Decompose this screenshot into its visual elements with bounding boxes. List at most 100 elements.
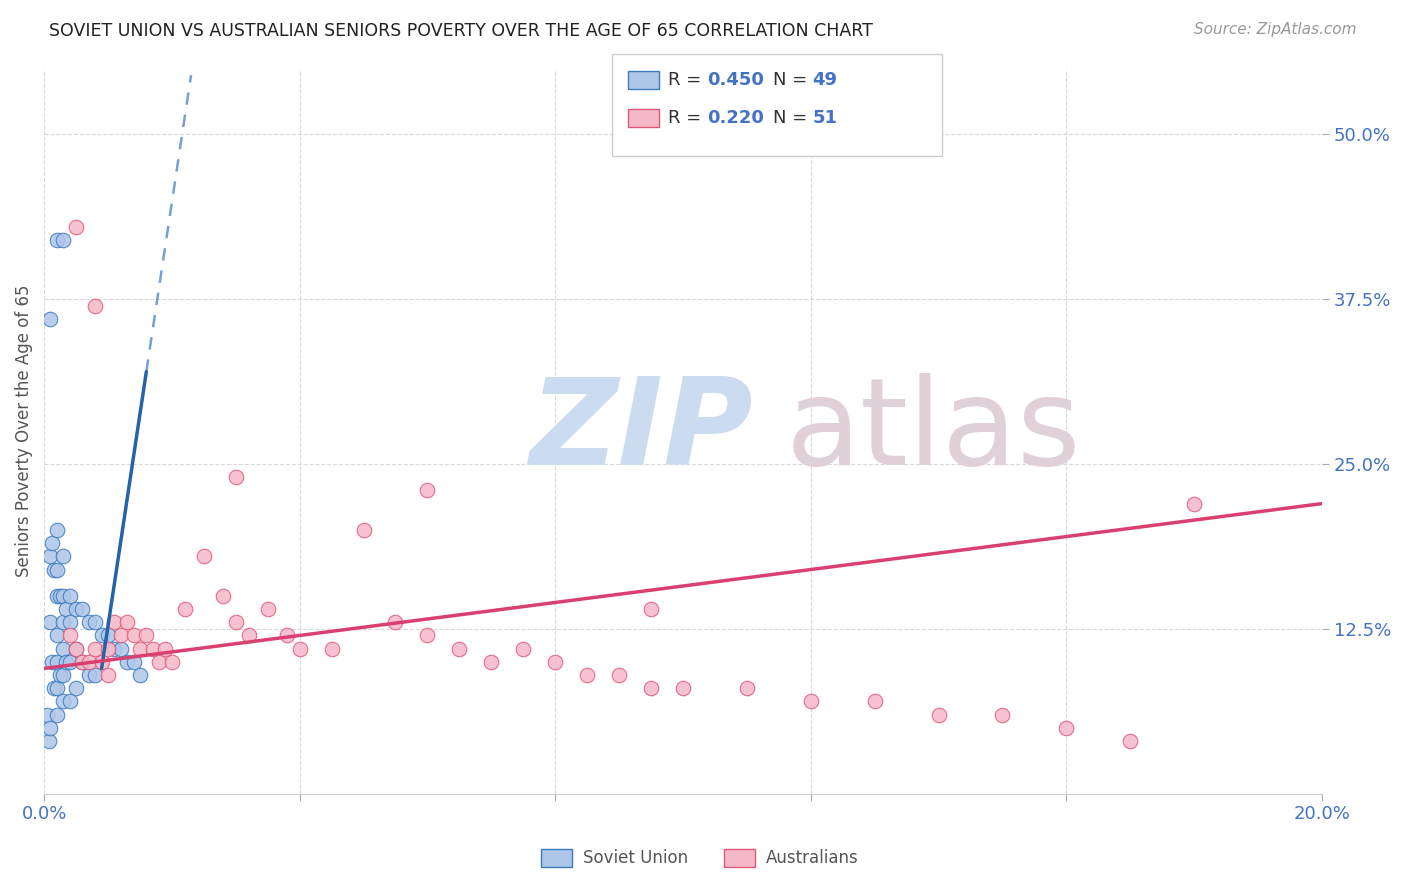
- Point: [45, 589, 67, 603]
- Point: [155, 641, 177, 656]
- Point: [135, 628, 157, 642]
- Text: 49: 49: [813, 71, 838, 89]
- Point: [41, 536, 63, 550]
- Point: [49, 589, 72, 603]
- Point: [129, 668, 152, 682]
- Point: [321, 641, 343, 656]
- Point: [122, 628, 145, 642]
- Point: [863, 694, 886, 708]
- Point: [1182, 497, 1205, 511]
- Point: [122, 655, 145, 669]
- Point: [42, 562, 65, 576]
- Point: [42, 681, 65, 696]
- Point: [45, 562, 67, 576]
- Point: [84, 641, 107, 656]
- Point: [416, 628, 439, 642]
- Point: [39, 312, 62, 326]
- Point: [97, 641, 120, 656]
- Point: [110, 628, 132, 642]
- Point: [90, 655, 112, 669]
- Point: [39, 721, 62, 735]
- Point: [41, 655, 63, 669]
- Point: [129, 641, 152, 656]
- Point: [90, 628, 112, 642]
- Point: [77, 655, 100, 669]
- Point: [52, 668, 75, 682]
- Point: [59, 628, 82, 642]
- Point: [576, 668, 599, 682]
- Point: [148, 655, 170, 669]
- Point: [416, 483, 439, 498]
- Text: Source: ZipAtlas.com: Source: ZipAtlas.com: [1194, 22, 1357, 37]
- Point: [45, 523, 67, 537]
- Point: [1119, 734, 1142, 748]
- Text: N =: N =: [773, 71, 813, 89]
- Point: [928, 707, 950, 722]
- Point: [52, 233, 75, 247]
- Point: [39, 615, 62, 630]
- Point: [55, 655, 77, 669]
- Point: [49, 668, 72, 682]
- Point: [115, 655, 138, 669]
- Point: [52, 615, 75, 630]
- Text: Soviet Union: Soviet Union: [583, 849, 689, 867]
- Point: [160, 655, 183, 669]
- Point: [256, 602, 278, 616]
- Point: [288, 641, 311, 656]
- Point: [544, 655, 567, 669]
- Point: [45, 681, 67, 696]
- Point: [353, 523, 375, 537]
- Point: [115, 615, 138, 630]
- Point: [225, 470, 247, 484]
- Text: ZIP: ZIP: [530, 373, 754, 490]
- Point: [110, 641, 132, 656]
- Point: [45, 707, 67, 722]
- Point: [77, 668, 100, 682]
- Point: [212, 589, 235, 603]
- Point: [55, 602, 77, 616]
- Point: [59, 694, 82, 708]
- Point: [173, 602, 195, 616]
- Point: [59, 589, 82, 603]
- Point: [97, 668, 120, 682]
- Point: [672, 681, 695, 696]
- Text: 0.220: 0.220: [707, 109, 763, 127]
- Point: [193, 549, 215, 564]
- Point: [52, 589, 75, 603]
- Point: [479, 655, 502, 669]
- Point: [52, 641, 75, 656]
- Text: atlas: atlas: [785, 373, 1081, 490]
- Point: [45, 628, 67, 642]
- Text: 51: 51: [813, 109, 838, 127]
- Point: [65, 219, 87, 234]
- Point: [65, 681, 87, 696]
- Point: [65, 602, 87, 616]
- Text: 0.450: 0.450: [707, 71, 763, 89]
- Text: N =: N =: [773, 109, 813, 127]
- Point: [45, 233, 67, 247]
- Point: [59, 655, 82, 669]
- Point: [103, 641, 125, 656]
- Text: SOVIET UNION VS AUSTRALIAN SENIORS POVERTY OVER THE AGE OF 65 CORRELATION CHART: SOVIET UNION VS AUSTRALIAN SENIORS POVER…: [49, 22, 873, 40]
- Point: [72, 655, 94, 669]
- Point: [72, 602, 94, 616]
- Y-axis label: Seniors Poverty Over the Age of 65: Seniors Poverty Over the Age of 65: [15, 285, 32, 577]
- Point: [640, 602, 662, 616]
- Point: [238, 628, 260, 642]
- Point: [65, 641, 87, 656]
- Point: [84, 668, 107, 682]
- Point: [97, 628, 120, 642]
- Point: [52, 549, 75, 564]
- Point: [37, 707, 59, 722]
- Point: [512, 641, 534, 656]
- Point: [72, 655, 94, 669]
- Point: [142, 641, 165, 656]
- Point: [45, 655, 67, 669]
- Point: [65, 641, 87, 656]
- Point: [1054, 721, 1077, 735]
- Point: [276, 628, 298, 642]
- Point: [225, 615, 247, 630]
- Point: [640, 681, 662, 696]
- Point: [77, 615, 100, 630]
- Point: [52, 694, 75, 708]
